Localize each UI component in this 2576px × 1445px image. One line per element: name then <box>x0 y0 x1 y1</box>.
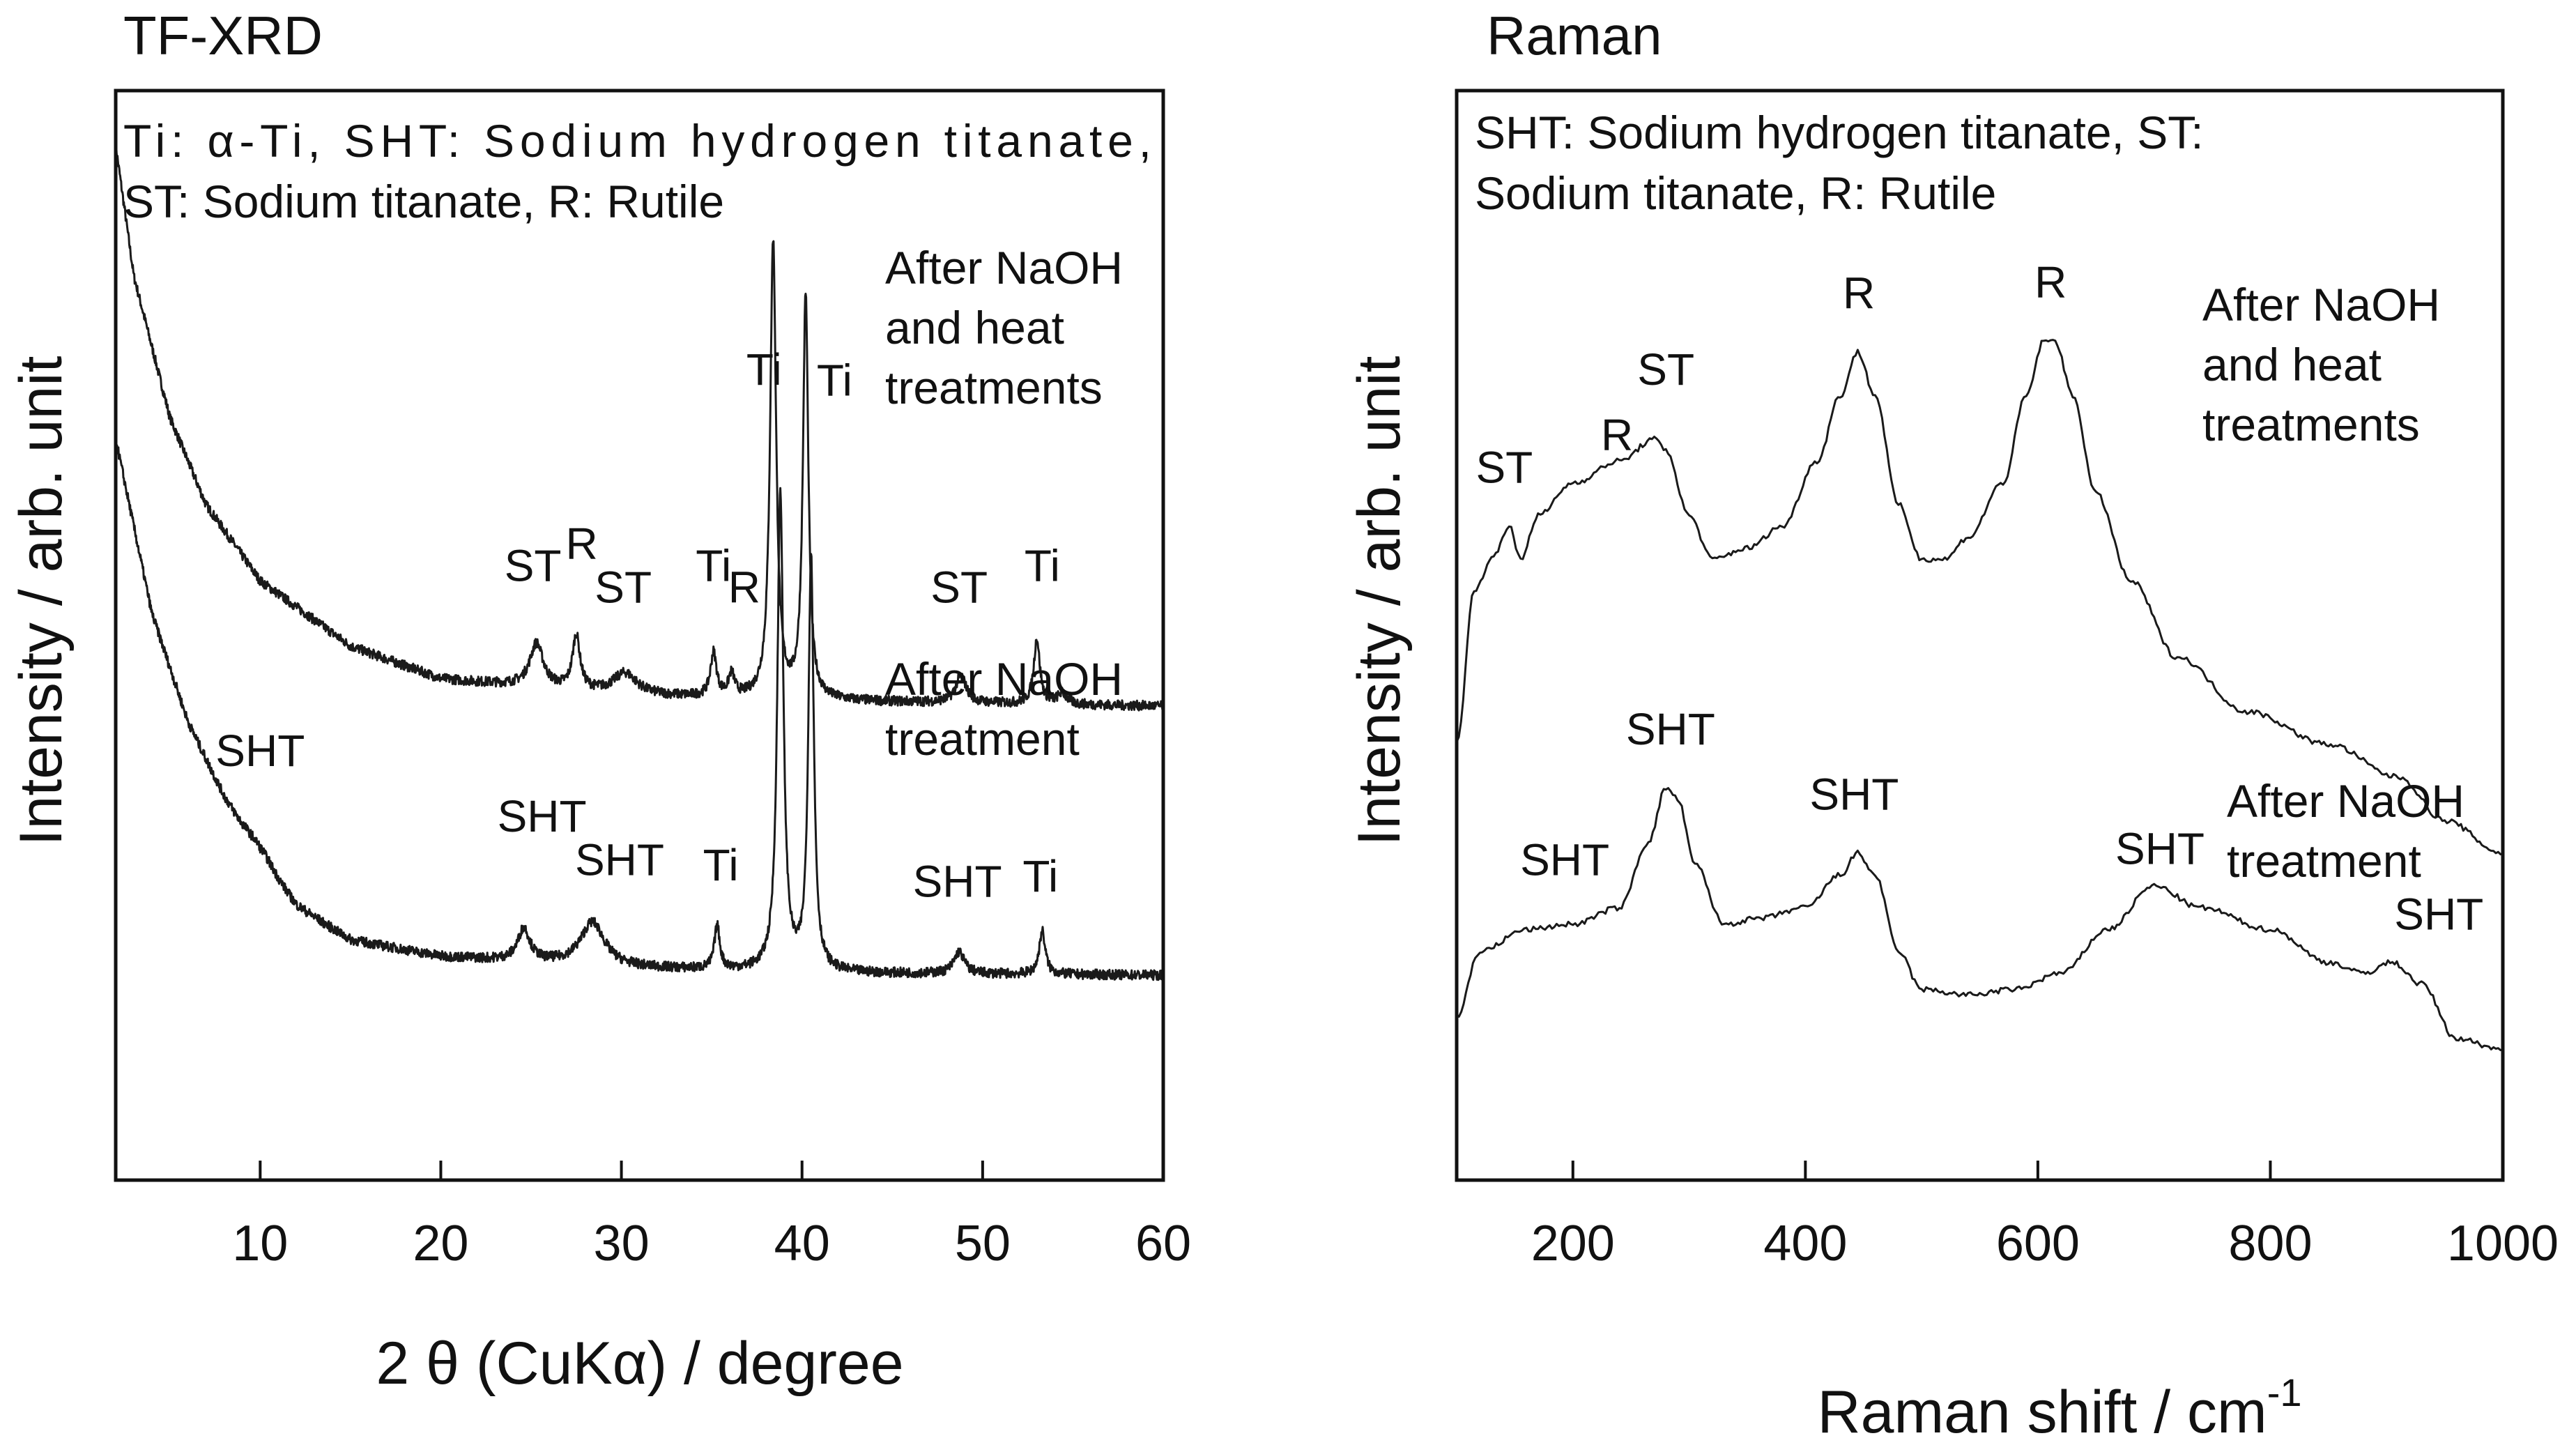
raman-peak-label: SHT <box>2115 824 2205 874</box>
xrd-legend-line-1: Ti: α-Ti, SHT: Sodium hydrogen titanate, <box>123 115 1151 167</box>
raman-curve-label-naoh-line-1: After NaOH <box>2227 775 2464 827</box>
raman-series-group <box>1455 339 2504 1051</box>
raman-panel: Raman SHT: Sodium hydrogen titanate, ST:… <box>1346 5 2559 1445</box>
raman-series-naoh-treated <box>1456 787 2504 1051</box>
xrd-series-heat-treated <box>114 143 1165 712</box>
raman-peak-label: R <box>2034 257 2067 307</box>
xrd-peak-label: Ti <box>1022 851 1058 901</box>
xrd-plot-frame <box>114 89 1165 1182</box>
xrd-peak-label: ST <box>595 563 652 613</box>
raman-peak-label: R <box>1601 410 1633 460</box>
xrd-peak-label: R <box>728 563 760 613</box>
xrd-peak-label: SHT <box>215 726 305 776</box>
raman-legend-line-2: Sodium titanate, R: Rutile <box>1475 167 1996 219</box>
xrd-curve-label-naoh-line-2: treatment <box>885 713 1080 765</box>
raman-series-heat-treated <box>1455 339 2504 856</box>
xrd-x-tick-label: 20 <box>413 1216 468 1271</box>
xrd-curve-label-heat-line-1: After NaOH <box>885 242 1123 293</box>
raman-x-axis-title: Raman shift / cm-1 <box>1818 1370 2302 1445</box>
raman-x-axis-title-main: Raman shift / cm <box>1818 1379 2267 1445</box>
xrd-x-tick-label: 60 <box>1135 1216 1191 1271</box>
xrd-peak-label: Ti <box>817 355 852 406</box>
raman-x-tick-label: 1000 <box>2447 1216 2559 1271</box>
raman-peak-label: SHT <box>2394 889 2483 940</box>
raman-plot-frame <box>1455 89 2505 1182</box>
xrd-x-tick-label: 30 <box>594 1216 650 1271</box>
xrd-x-ticks: 10 20 30 40 50 60 <box>232 1161 1191 1271</box>
raman-peak-label: SHT <box>1520 834 1609 885</box>
raman-x-tick-label: 800 <box>2228 1216 2312 1271</box>
raman-curve-label-heat-line-2: and heat <box>2202 339 2382 390</box>
xrd-peak-label: R <box>565 519 597 569</box>
raman-x-axis-title-superscript: -1 <box>2267 1370 2302 1414</box>
xrd-x-tick-label: 50 <box>955 1216 1011 1271</box>
raman-y-axis-title: Intensity / arb. unit <box>1346 356 1413 846</box>
xrd-series-group <box>114 143 1165 981</box>
xrd-panel: TF-XRD Ti: α-Ti, SHT: Sodium hydrogen ti… <box>8 5 1191 1397</box>
xrd-peak-label: Ti <box>746 344 782 395</box>
xrd-peak-label: SHT <box>575 834 664 885</box>
xrd-series-naoh-treated <box>114 434 1165 981</box>
raman-x-ticks: 200 400 600 800 1000 <box>1531 1161 2559 1271</box>
raman-x-tick-label: 200 <box>1531 1216 1615 1271</box>
xrd-peak-label: ST <box>505 540 562 590</box>
raman-peak-label: SHT <box>1809 770 1899 820</box>
xrd-curve-label-heat-line-2: and heat <box>885 302 1064 353</box>
raman-peak-label: R <box>1843 268 1875 319</box>
xrd-title: TF-XRD <box>123 5 323 66</box>
xrd-y-axis-title: Intensity / arb. unit <box>8 356 75 846</box>
xrd-peak-label: Ti <box>1025 540 1060 590</box>
xrd-x-axis-title: 2 θ (CuKα) / degree <box>376 1330 903 1397</box>
raman-peak-label: SHT <box>1626 704 1715 754</box>
xrd-legend-line-2: ST: Sodium titanate, R: Rutile <box>123 176 724 227</box>
xrd-peak-label: ST <box>930 563 988 613</box>
raman-x-tick-label: 600 <box>1996 1216 2080 1271</box>
xrd-curve-label-heat-line-3: treatments <box>885 362 1103 413</box>
raman-peak-label: ST <box>1637 344 1694 395</box>
xrd-peak-label: Ti <box>696 540 731 590</box>
xrd-peak-label: SHT <box>913 857 1002 907</box>
xrd-peak-label: SHT <box>498 791 587 841</box>
raman-title: Raman <box>1487 5 1662 66</box>
xrd-curve-label-naoh-line-1: After NaOH <box>885 653 1123 705</box>
raman-peak-label: ST <box>1475 443 1533 493</box>
xrd-x-tick-label: 40 <box>774 1216 830 1271</box>
raman-curve-label-heat-line-1: After NaOH <box>2202 279 2440 330</box>
raman-legend-line-1: SHT: Sodium hydrogen titanate, ST: <box>1475 107 2204 158</box>
raman-curve-label-naoh-line-2: treatment <box>2227 835 2421 887</box>
xrd-peak-label: Ti <box>703 840 739 890</box>
raman-x-tick-label: 400 <box>1763 1216 1847 1271</box>
xrd-x-tick-label: 10 <box>232 1216 288 1271</box>
raman-curve-label-heat-line-3: treatments <box>2202 399 2420 450</box>
